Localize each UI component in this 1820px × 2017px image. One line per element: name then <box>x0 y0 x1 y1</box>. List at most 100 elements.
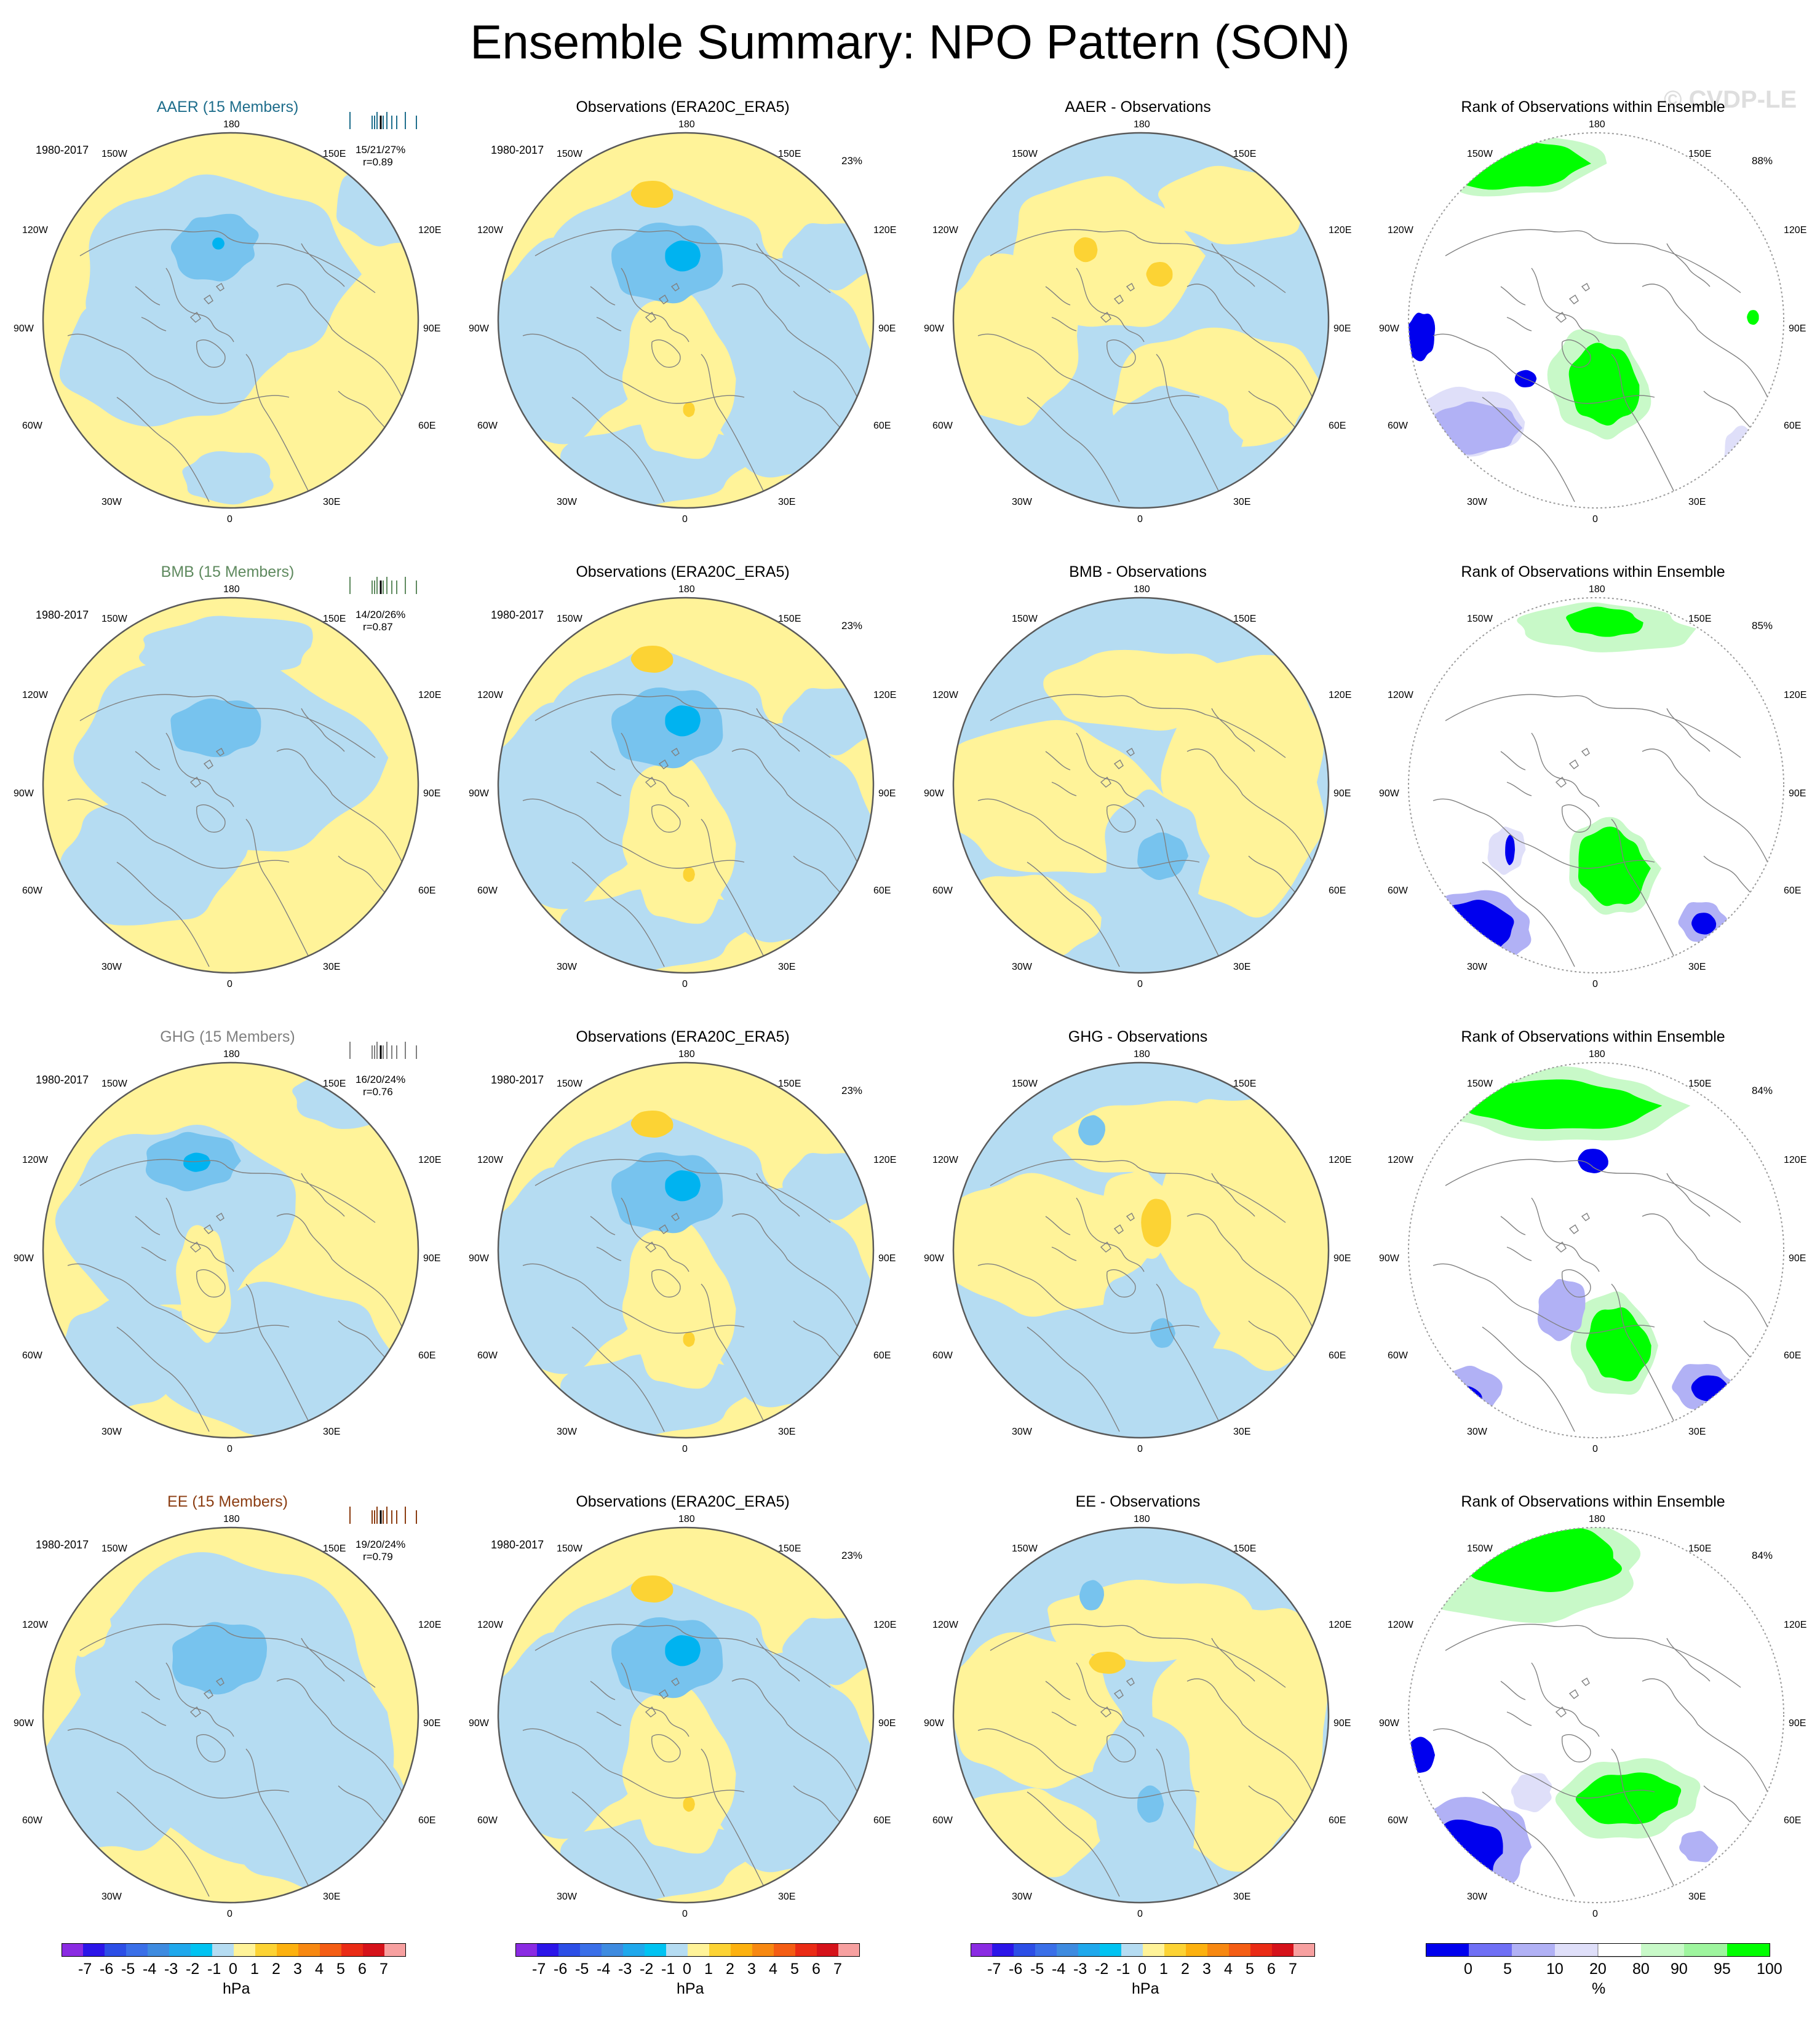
variance-stats: 14/20/26% <box>356 609 406 620</box>
longitude-label-r150: 150E <box>1233 614 1257 624</box>
rank-low-atlantic <box>1427 1366 1503 1424</box>
map-boundary <box>952 132 1330 509</box>
longitude-label-bottom: 0 <box>227 1909 232 1919</box>
longitude-label-l90: 90W <box>1379 1253 1399 1264</box>
longitude-label-l120: 120W <box>477 1620 503 1630</box>
longitude-label-l60: 60W <box>932 886 953 896</box>
longitude-label-r30: 30E <box>323 1427 341 1437</box>
positive-center-a <box>1073 237 1098 263</box>
colorbar-swatch <box>731 1943 753 1957</box>
longitude-label-l90: 90W <box>14 323 34 334</box>
colorbar-swatch <box>62 1943 84 1957</box>
colorbar-swatch <box>666 1943 688 1957</box>
period-label: 1980-2017 <box>36 144 89 156</box>
longitude-label-r60: 60E <box>418 1815 436 1826</box>
polar-map <box>497 132 875 509</box>
colorbar-tick-label: 1 <box>1159 1960 1168 1978</box>
colorbar-swatch <box>1143 1943 1165 1957</box>
polar-map <box>42 1061 419 1439</box>
panel-bmb-3: Rank of Observations within Ensemble 85% 1… <box>1365 551 1820 1016</box>
colorbar-tick-label: -5 <box>1030 1960 1044 1978</box>
panel-title: Observations (ERA20C_ERA5) <box>576 1493 790 1510</box>
colorbar-swatch <box>105 1943 127 1957</box>
colorbar-unit: hPa <box>223 1980 250 1997</box>
negative-lobe-europe <box>1110 386 1244 491</box>
longitude-label-l150: 150W <box>101 1543 127 1554</box>
polar-map <box>952 1526 1330 1904</box>
colorbar-tick-label: 4 <box>315 1960 324 1978</box>
longitude-label-r30: 30E <box>1233 1892 1251 1902</box>
colorbar-tick-label: 7 <box>833 1960 842 1978</box>
panel-title: GHG (15 Members) <box>160 1028 295 1045</box>
longitude-label-l90: 90W <box>924 788 944 799</box>
colorbar-swatch <box>126 1943 148 1957</box>
period-label: 1980-2017 <box>491 1539 544 1551</box>
colorbar-swatch <box>774 1943 796 1957</box>
colorbar-unit: % <box>1592 1980 1606 1997</box>
longitude-label-r90: 90E <box>1333 1718 1351 1729</box>
colorbar-tick-label: 5 <box>336 1960 345 1978</box>
map-boundary <box>497 1526 875 1904</box>
rank-lowest-canada <box>1505 834 1515 865</box>
panel-title: BMB - Observations <box>1069 563 1207 581</box>
field-layer <box>498 1528 873 1903</box>
longitude-label-r60: 60E <box>873 886 891 896</box>
longitude-label-l90: 90W <box>1379 1718 1399 1729</box>
field-layer <box>43 1528 418 1903</box>
colorbar-swatch <box>1057 1943 1079 1957</box>
longitude-label-l120: 120W <box>932 1620 958 1630</box>
positive-center <box>683 866 695 882</box>
colorbar-swatch <box>1100 1943 1122 1957</box>
colorbar-tick-label: 5 <box>1503 1960 1512 1978</box>
rank-high-pacific <box>1467 1079 1663 1130</box>
period-label: 1980-2017 <box>491 144 544 156</box>
longitude-label-l150: 150W <box>557 1543 582 1554</box>
longitude-label-r90: 90E <box>423 1253 441 1264</box>
longitude-label-r120: 120E <box>418 1620 442 1630</box>
longitude-label-l120: 120W <box>477 690 503 700</box>
longitude-label-l90: 90W <box>469 1718 489 1729</box>
negative-center <box>665 240 701 272</box>
positive-europe <box>622 1687 736 1854</box>
longitude-label-r90: 90E <box>878 1253 896 1264</box>
colorbar-swatch <box>320 1943 342 1957</box>
longitude-label-bottom: 0 <box>1592 979 1598 989</box>
map-boundary <box>1408 132 1784 509</box>
positive-pacific <box>630 180 674 208</box>
longitude-label-l30: 30W <box>1012 497 1032 507</box>
polar-map <box>952 1061 1330 1439</box>
longitude-label-l60: 60W <box>22 1350 42 1361</box>
polar-map <box>42 596 419 974</box>
panel-title: EE (15 Members) <box>167 1493 288 1510</box>
longitude-label-l120: 120W <box>1388 690 1413 700</box>
longitude-label-r120: 120E <box>1329 1155 1352 1165</box>
longitude-label-l30: 30W <box>1012 1892 1032 1902</box>
negative-lobe-atlantic <box>182 451 274 505</box>
longitude-label-l30: 30W <box>1467 1892 1487 1902</box>
colorbar-tick-label: 7 <box>379 1960 388 1978</box>
longitude-label-l150: 150W <box>1467 1543 1493 1554</box>
longitude-label-top: 180 <box>223 584 240 595</box>
panel-ghg-0: GHG (15 Members) 1980-2017 16/20/24% r=0.76… <box>0 1016 455 1481</box>
longitude-label-r30: 30E <box>778 497 796 507</box>
colorbar-swatches <box>1426 1943 1770 1957</box>
longitude-label-l60: 60W <box>477 1815 498 1826</box>
colorbar-swatch <box>1293 1943 1315 1957</box>
panel-bmb-2: BMB - Observations 180 0 150W 150E 120W 120E 90… <box>910 551 1365 1016</box>
longitude-label-l90: 90W <box>469 1253 489 1264</box>
panel-ghg-3: Rank of Observations within Ensemble 84% 1… <box>1365 1016 1820 1481</box>
longitude-label-r120: 120E <box>1784 225 1807 236</box>
longitude-label-r120: 120E <box>873 225 897 236</box>
map-boundary <box>1408 1527 1784 1903</box>
positive-lobe-eurasia <box>1153 1099 1329 1371</box>
negative-lobe-pacific <box>139 616 313 681</box>
panel-ghg-1: Observations (ERA20C_ERA5) 1980-2017 23% 18… <box>455 1016 910 1481</box>
longitude-label-r30: 30E <box>778 1427 796 1437</box>
colorbar-tick-label: 4 <box>769 1960 777 1978</box>
polar-map <box>42 132 419 509</box>
panel-title: Observations (ERA20C_ERA5) <box>576 1028 790 1045</box>
longitude-label-r60: 60E <box>1329 1815 1346 1826</box>
colorbar-swatches <box>515 1943 860 1957</box>
colorbar-tick-label: 1 <box>250 1960 259 1978</box>
longitude-label-l120: 120W <box>932 1155 958 1165</box>
